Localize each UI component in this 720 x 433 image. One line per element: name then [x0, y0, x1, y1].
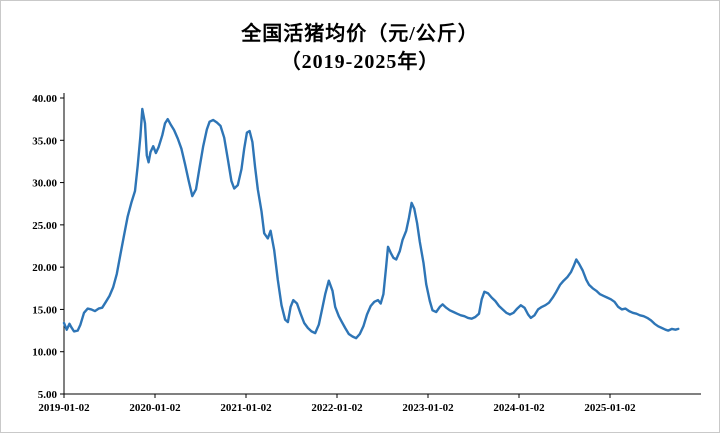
x-tick-label: 2019-01-02: [38, 402, 90, 414]
chart-title: 全国活猪均价（元/公斤）: [241, 23, 479, 45]
chart-subtitle: （2019-2025年）: [280, 51, 440, 73]
y-tick-label: 40.00: [32, 93, 57, 105]
y-tick-label: 30.00: [32, 178, 57, 190]
x-tick-label: 2020-01-02: [129, 402, 181, 414]
y-tick-label: 20.00: [32, 262, 57, 274]
x-tick-label: 2025-01-02: [584, 402, 636, 414]
x-tick-label: 2021-01-02: [220, 402, 272, 414]
price-line: [62, 107, 680, 340]
x-tick-label: 2022-01-02: [311, 402, 363, 414]
y-tick-label: 35.00: [32, 135, 57, 147]
y-tick-label: 10.00: [32, 347, 57, 359]
y-tick-label: 15.00: [32, 304, 57, 316]
x-tick-label: 2024-01-02: [493, 402, 545, 414]
y-tick-label: 25.00: [32, 220, 57, 232]
y-tick-label: 5.00: [38, 389, 58, 401]
x-tick-label: 2023-01-02: [402, 402, 454, 414]
